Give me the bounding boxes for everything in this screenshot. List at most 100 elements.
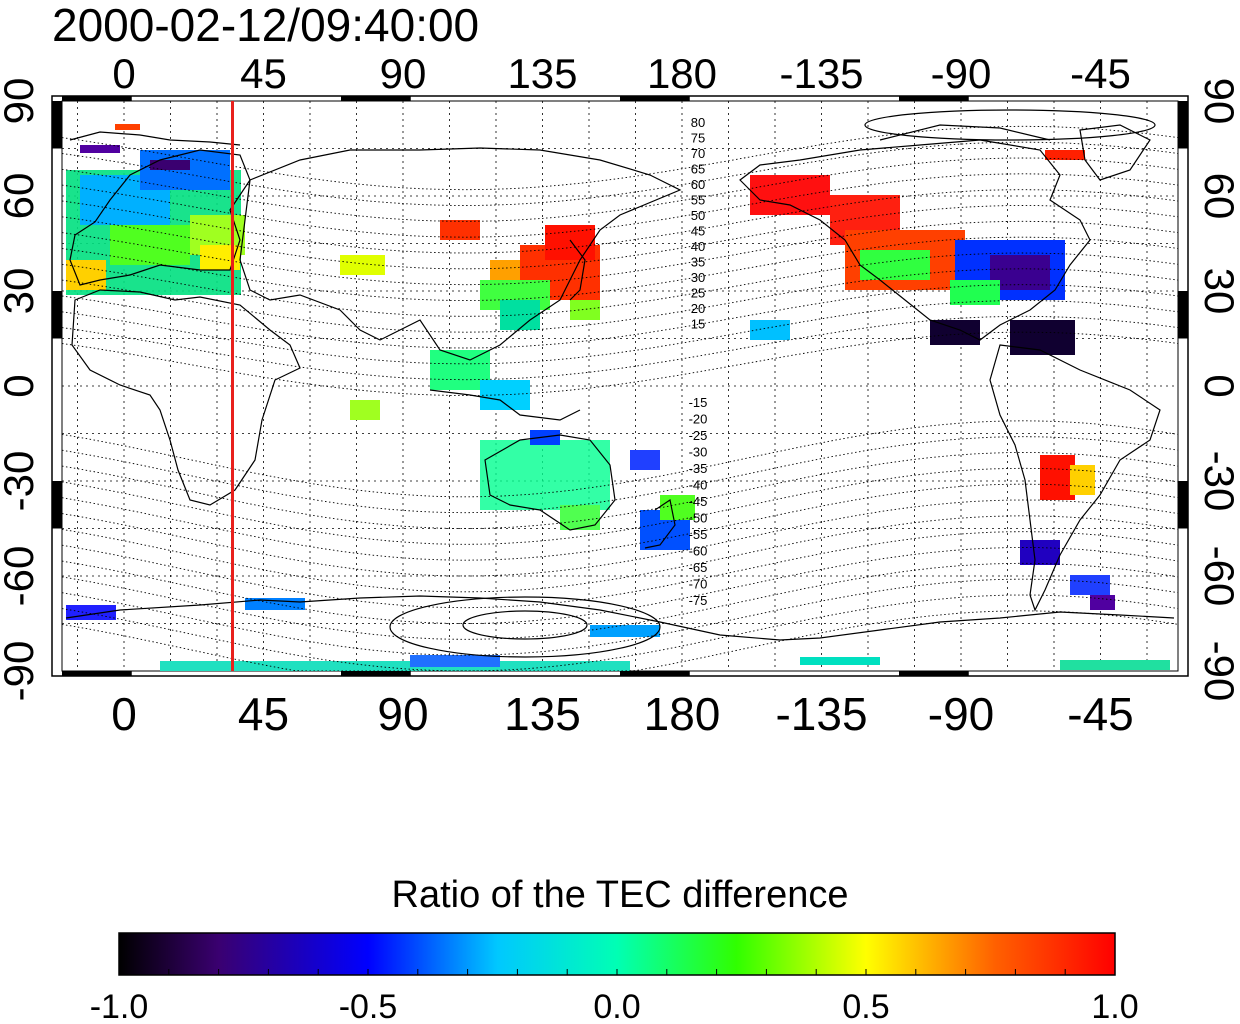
frame-bar-bottom <box>62 671 132 676</box>
magnetic-contour <box>62 499 1178 577</box>
contour-label: 35 <box>691 255 705 270</box>
colorbar-tick-labels: -1.0 -0.5 0.0 0.5 1.0 <box>90 988 1139 1024</box>
latitude-label: 0 <box>0 374 42 397</box>
magnetic-contour <box>62 420 1178 498</box>
right-latitude-labels: 90 60 30 0 -30 -60 -90 <box>1196 78 1240 702</box>
magnetic-contour <box>62 331 1178 396</box>
contour-label: -20 <box>689 412 708 427</box>
contour-label: -70 <box>689 577 708 592</box>
latitude-label: 0 <box>1196 374 1240 397</box>
magnetic-contour <box>62 220 1178 286</box>
top-longitude-labels: 0 45 90 135 180 -135 -90 -45 <box>112 50 1131 97</box>
contour-label: -45 <box>689 494 708 509</box>
longitude-label: -135 <box>779 50 863 97</box>
polar-oval-south <box>389 596 661 658</box>
contour-label: 75 <box>691 131 705 146</box>
latitude-label: -30 <box>1196 451 1240 512</box>
contour-label: 55 <box>691 193 705 208</box>
frame-bar-left <box>52 291 62 339</box>
magnetic-contour <box>62 578 1178 656</box>
longitude-label: -45 <box>1070 50 1131 97</box>
map-title: 2000-02-12/09:40:00 <box>52 0 480 51</box>
longitude-label: -135 <box>775 688 867 740</box>
coastlines <box>65 124 1175 641</box>
frame-bar-right <box>1178 101 1188 149</box>
contour-label: 25 <box>691 286 705 301</box>
contour-label: 15 <box>691 317 705 332</box>
contour-label: 30 <box>691 270 705 285</box>
latitude-label: 30 <box>1196 268 1240 315</box>
frame-bar-left <box>52 101 62 149</box>
colorbar-title: Ratio of the TEC difference <box>391 874 849 916</box>
magnetic-contour <box>62 252 1178 317</box>
contour-label: 60 <box>691 177 705 192</box>
frame-bar-bottom <box>341 671 411 676</box>
latitude-label: -60 <box>1196 546 1240 607</box>
magnetic-contour <box>62 531 1178 609</box>
latitude-label: 60 <box>0 173 42 220</box>
bottom-longitude-labels: 0 45 90 135 180 -135 -90 -45 <box>111 688 1134 740</box>
frame-bar-bottom <box>899 671 969 676</box>
frame-bar-top <box>899 96 969 101</box>
longitude-label: -90 <box>931 50 992 97</box>
longitude-label: 180 <box>644 688 721 740</box>
colorbar-ticks <box>118 969 1116 975</box>
colorbar-gradient <box>118 932 1116 976</box>
magnetic-contour <box>62 467 1178 545</box>
longitude-label: -90 <box>928 688 994 740</box>
magnetic-contour <box>62 562 1178 640</box>
polar-oval-south-inner <box>462 610 588 640</box>
magnetic-contour <box>62 515 1178 593</box>
contour-label: 50 <box>691 208 705 223</box>
longitude-label: 180 <box>647 50 717 97</box>
colorbar-tick-label: 1.0 <box>1091 988 1138 1024</box>
contour-label: -55 <box>689 527 708 542</box>
latitude-label: -90 <box>1196 641 1240 702</box>
frame-bar-top <box>620 96 690 101</box>
contour-label: 20 <box>691 301 705 316</box>
contour-label: -35 <box>689 461 708 476</box>
polar-oval-north <box>864 109 1156 141</box>
tec-ratio-patches <box>66 124 1170 671</box>
contour-label: 65 <box>691 162 705 177</box>
magnetic-contour <box>62 141 1178 206</box>
contour-label: -30 <box>689 445 708 460</box>
magnetic-contour <box>62 594 1178 671</box>
magnetic-contour <box>62 236 1178 301</box>
colorbar-tick-label: -1.0 <box>90 988 149 1024</box>
frame-bar-top <box>341 96 411 101</box>
left-latitude-labels: 90 60 30 0 -30 -60 -90 <box>0 78 42 702</box>
contour-label: 70 <box>691 146 705 161</box>
contour-label: 80 <box>691 115 705 130</box>
contour-label: 45 <box>691 224 705 239</box>
colorbar-tick-label: 0.5 <box>842 988 889 1024</box>
magnetic-contour <box>62 547 1178 624</box>
colorbar-tick-label: -0.5 <box>339 988 398 1024</box>
magnetic-contour <box>62 315 1178 381</box>
lat-lon-grid <box>62 101 1178 671</box>
latitude-label: 30 <box>0 268 42 315</box>
latitude-label: -90 <box>0 641 42 702</box>
magnetic-contour <box>62 483 1178 561</box>
colorbar: -1.0 -0.5 0.0 0.5 1.0 <box>90 932 1139 1024</box>
frame-bar-bottom <box>620 671 690 676</box>
latitude-label: -60 <box>0 546 42 607</box>
frame-bar-right <box>1178 481 1188 529</box>
longitude-label: -45 <box>1067 688 1133 740</box>
magnetic-contour <box>62 205 1178 270</box>
magnetic-contour <box>62 284 1178 349</box>
longitude-label: 90 <box>380 50 427 97</box>
magnetic-contour <box>62 452 1178 529</box>
longitude-label: 90 <box>377 688 428 740</box>
frame-bar-right <box>1178 291 1188 339</box>
frame-bar-left <box>52 481 62 529</box>
longitude-label: 135 <box>504 688 581 740</box>
latitude-label: 90 <box>0 78 42 125</box>
magnetic-latitude-contours <box>62 109 1178 671</box>
magnetic-contour <box>62 300 1178 365</box>
contour-label: -15 <box>689 395 708 410</box>
magnetic-contour <box>62 436 1178 514</box>
longitude-label: 135 <box>507 50 577 97</box>
latitude-label: 90 <box>1196 78 1240 125</box>
